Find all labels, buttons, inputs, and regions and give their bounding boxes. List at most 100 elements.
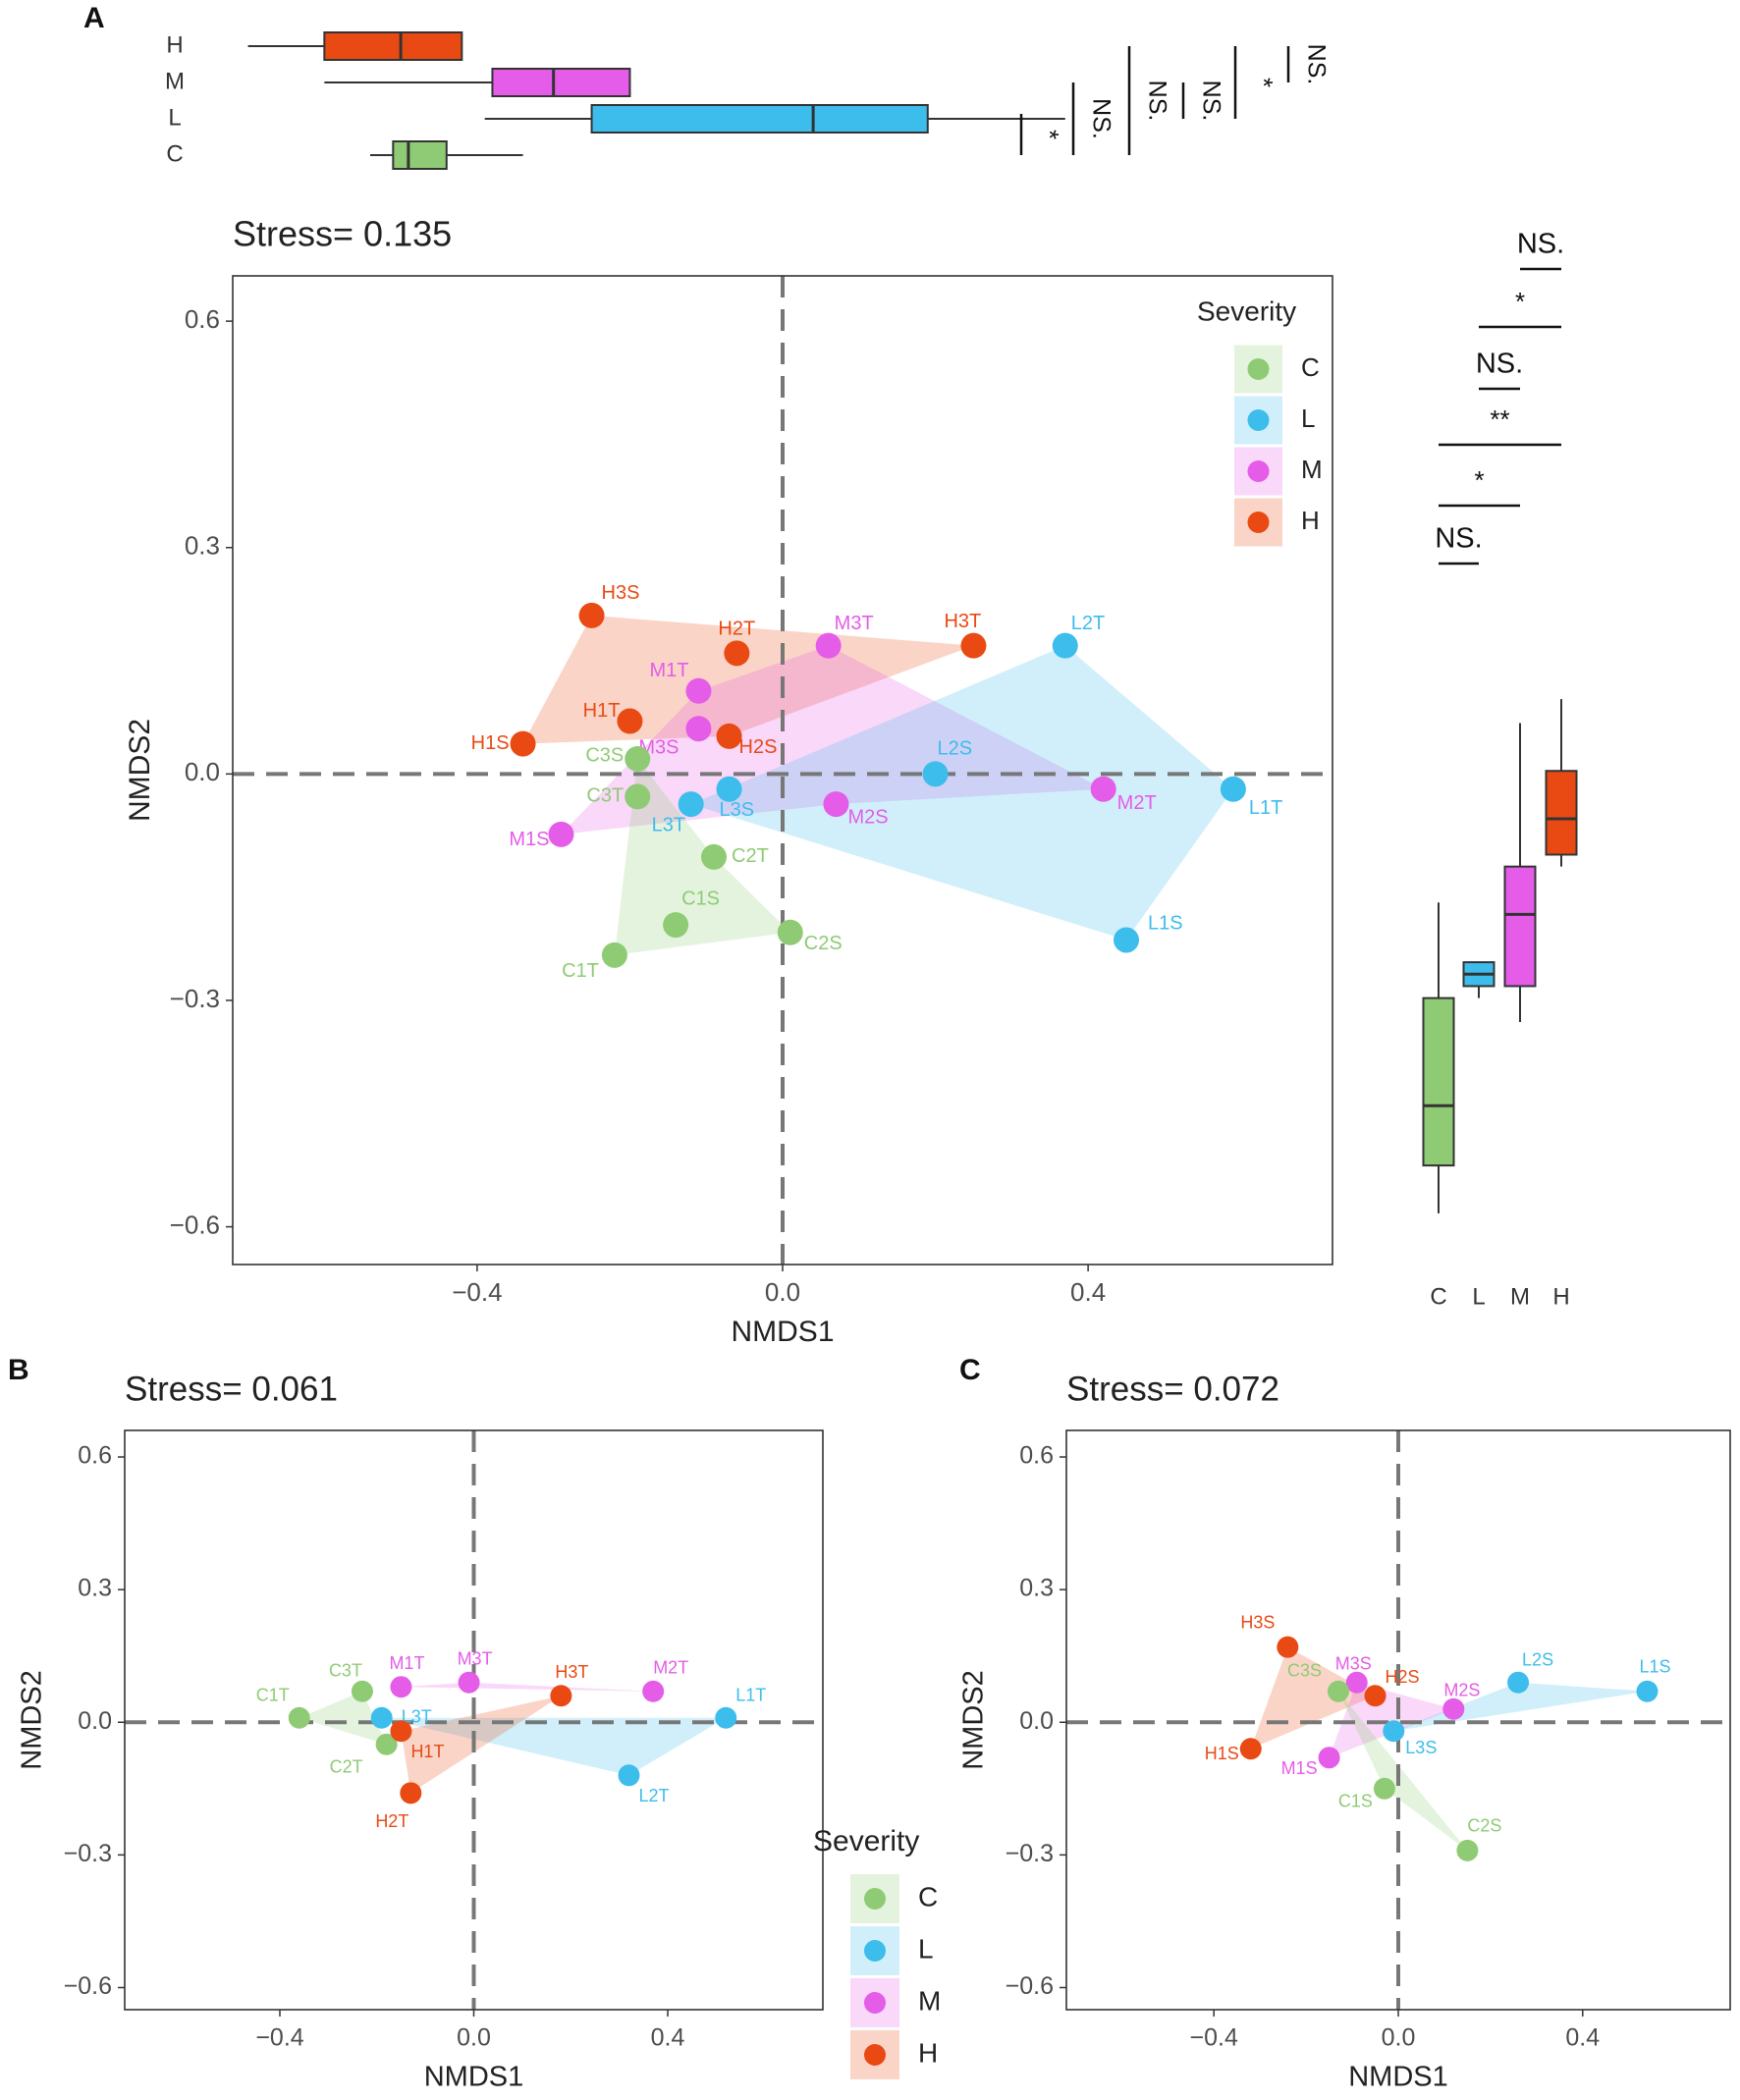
point-H2S bbox=[716, 723, 742, 749]
point-label-L2T: L2T bbox=[639, 1786, 670, 1805]
y-axis-title: NMDS2 bbox=[17, 1670, 48, 1770]
point-H3T bbox=[960, 632, 987, 659]
point-label-L1T: L1T bbox=[1249, 797, 1282, 819]
point-C3S bbox=[625, 745, 651, 772]
point-M2S bbox=[823, 791, 849, 818]
right-box-label: H bbox=[1552, 1283, 1569, 1310]
point-C1S bbox=[1373, 1777, 1395, 1800]
point-C3T bbox=[625, 783, 651, 810]
hull-L bbox=[690, 645, 1233, 941]
y-tick-label: 0.0 bbox=[1019, 1707, 1054, 1735]
point-C1T bbox=[288, 1706, 310, 1729]
right-sig-label: NS. bbox=[1435, 523, 1482, 555]
y-tick-label: −0.3 bbox=[170, 984, 220, 1013]
point-L2T bbox=[618, 1764, 640, 1787]
y-tick-label: 0.6 bbox=[78, 1442, 112, 1470]
point-label-M2T: M2T bbox=[653, 1657, 688, 1677]
legend-key-L bbox=[864, 1940, 886, 1962]
point-label-C2S: C2S bbox=[1467, 1816, 1501, 1836]
point-C3S bbox=[1327, 1680, 1349, 1702]
x-axis-title: NMDS1 bbox=[1348, 2062, 1448, 2093]
point-label-M3S: M3S bbox=[1335, 1653, 1372, 1673]
point-L2S bbox=[922, 761, 949, 787]
point-label-M1S: M1S bbox=[1281, 1758, 1318, 1778]
point-M3S bbox=[1345, 1671, 1368, 1694]
legend-key-C bbox=[864, 1888, 886, 1910]
point-H2T bbox=[400, 1782, 422, 1804]
top-sig-label: NS. bbox=[1143, 81, 1170, 122]
point-L1S bbox=[1114, 927, 1139, 953]
point-C2S bbox=[777, 919, 803, 945]
point-M2S bbox=[1442, 1697, 1465, 1720]
top-box-label: M bbox=[165, 68, 185, 94]
point-L2S bbox=[1507, 1671, 1530, 1694]
y-tick-label: 0.3 bbox=[1019, 1575, 1054, 1602]
right-sig-label: NS. bbox=[1476, 349, 1523, 380]
point-label-H1T: H1T bbox=[410, 1742, 444, 1761]
top-sig-label: NS. bbox=[1197, 81, 1224, 122]
hull-C bbox=[1337, 1691, 1468, 1851]
point-label-C1T: C1T bbox=[256, 1685, 290, 1704]
point-H3S bbox=[578, 602, 605, 628]
plot-title: Stress= 0.061 bbox=[125, 1370, 338, 1408]
legend-title: Severity bbox=[1197, 296, 1296, 326]
right-sig-label: NS. bbox=[1517, 229, 1564, 260]
point-label-H3T: H3T bbox=[944, 611, 981, 632]
right-box-M bbox=[1503, 865, 1537, 988]
hull-C bbox=[299, 1691, 387, 1745]
point-C2T bbox=[375, 1733, 398, 1755]
point-H2T bbox=[724, 640, 750, 667]
top-box-H bbox=[323, 31, 463, 61]
point-L3S bbox=[716, 776, 742, 802]
y-tick-label: 0.3 bbox=[78, 1575, 112, 1602]
legend-key-M bbox=[1247, 460, 1270, 482]
point-label-L3S: L3S bbox=[720, 799, 755, 821]
point-M2T bbox=[1090, 776, 1116, 802]
point-label-L1S: L1S bbox=[1148, 913, 1183, 935]
top-box-label: L bbox=[168, 104, 181, 131]
point-L1T bbox=[1220, 776, 1246, 802]
point-H3S bbox=[1277, 1636, 1299, 1658]
point-L2T bbox=[1052, 632, 1078, 659]
point-label-C3T: C3T bbox=[329, 1660, 362, 1680]
point-C3T bbox=[351, 1680, 373, 1702]
point-H3T bbox=[550, 1685, 572, 1707]
x-tick-label: −0.4 bbox=[255, 2024, 303, 2052]
x-tick-label: −0.4 bbox=[452, 1277, 502, 1307]
legend-key-H bbox=[1247, 512, 1270, 533]
point-label-L1S: L1S bbox=[1640, 1656, 1671, 1676]
point-M1S bbox=[548, 821, 574, 847]
x-tick-label: 0.0 bbox=[765, 1277, 800, 1307]
point-label-C2T: C2T bbox=[330, 1757, 363, 1777]
point-label-C1T: C1T bbox=[562, 960, 599, 982]
point-label-L2T: L2T bbox=[1071, 613, 1105, 634]
point-label-H1T: H1T bbox=[583, 700, 621, 722]
legend-label: M bbox=[918, 1985, 941, 2016]
point-label-H1S: H1S bbox=[1205, 1744, 1239, 1763]
top-box-C bbox=[392, 140, 448, 170]
panel_c-plot: Stress= 0.072 0.6 0.3 0.0 −0.3 −0.6 −0.4 0.0 0.4… bbox=[958, 1370, 1731, 2093]
point-label-C2T: C2T bbox=[732, 845, 769, 867]
point-C2T bbox=[701, 843, 727, 870]
y-axis-title: NMDS2 bbox=[124, 719, 156, 822]
point-M1T bbox=[390, 1676, 412, 1698]
point-label-L3T: L3T bbox=[652, 814, 685, 835]
right-box-label: L bbox=[1472, 1283, 1485, 1310]
point-label-H2T: H2T bbox=[718, 619, 755, 640]
y-tick-label: −0.3 bbox=[64, 1840, 112, 1867]
point-label-C1S: C1S bbox=[681, 888, 720, 909]
point-L1T bbox=[715, 1706, 737, 1729]
x-tick-label: 0.4 bbox=[1070, 1277, 1106, 1307]
y-tick-label: 0.0 bbox=[78, 1707, 112, 1735]
panel_a-plot: Stress= 0.135 0.6 0.3 0.0 −0.3 −0.6 −0.4 0.0 0.4… bbox=[124, 214, 1333, 1348]
point-H2S bbox=[1364, 1685, 1387, 1707]
point-label-M2S: M2S bbox=[1443, 1680, 1480, 1699]
point-label-M1T: M1T bbox=[649, 660, 688, 681]
point-M2T bbox=[642, 1680, 665, 1702]
y-tick-label: −0.6 bbox=[64, 1972, 112, 2000]
hull-H bbox=[401, 1696, 562, 1794]
point-M3T bbox=[815, 632, 842, 659]
y-axis-title: NMDS2 bbox=[958, 1670, 990, 1770]
